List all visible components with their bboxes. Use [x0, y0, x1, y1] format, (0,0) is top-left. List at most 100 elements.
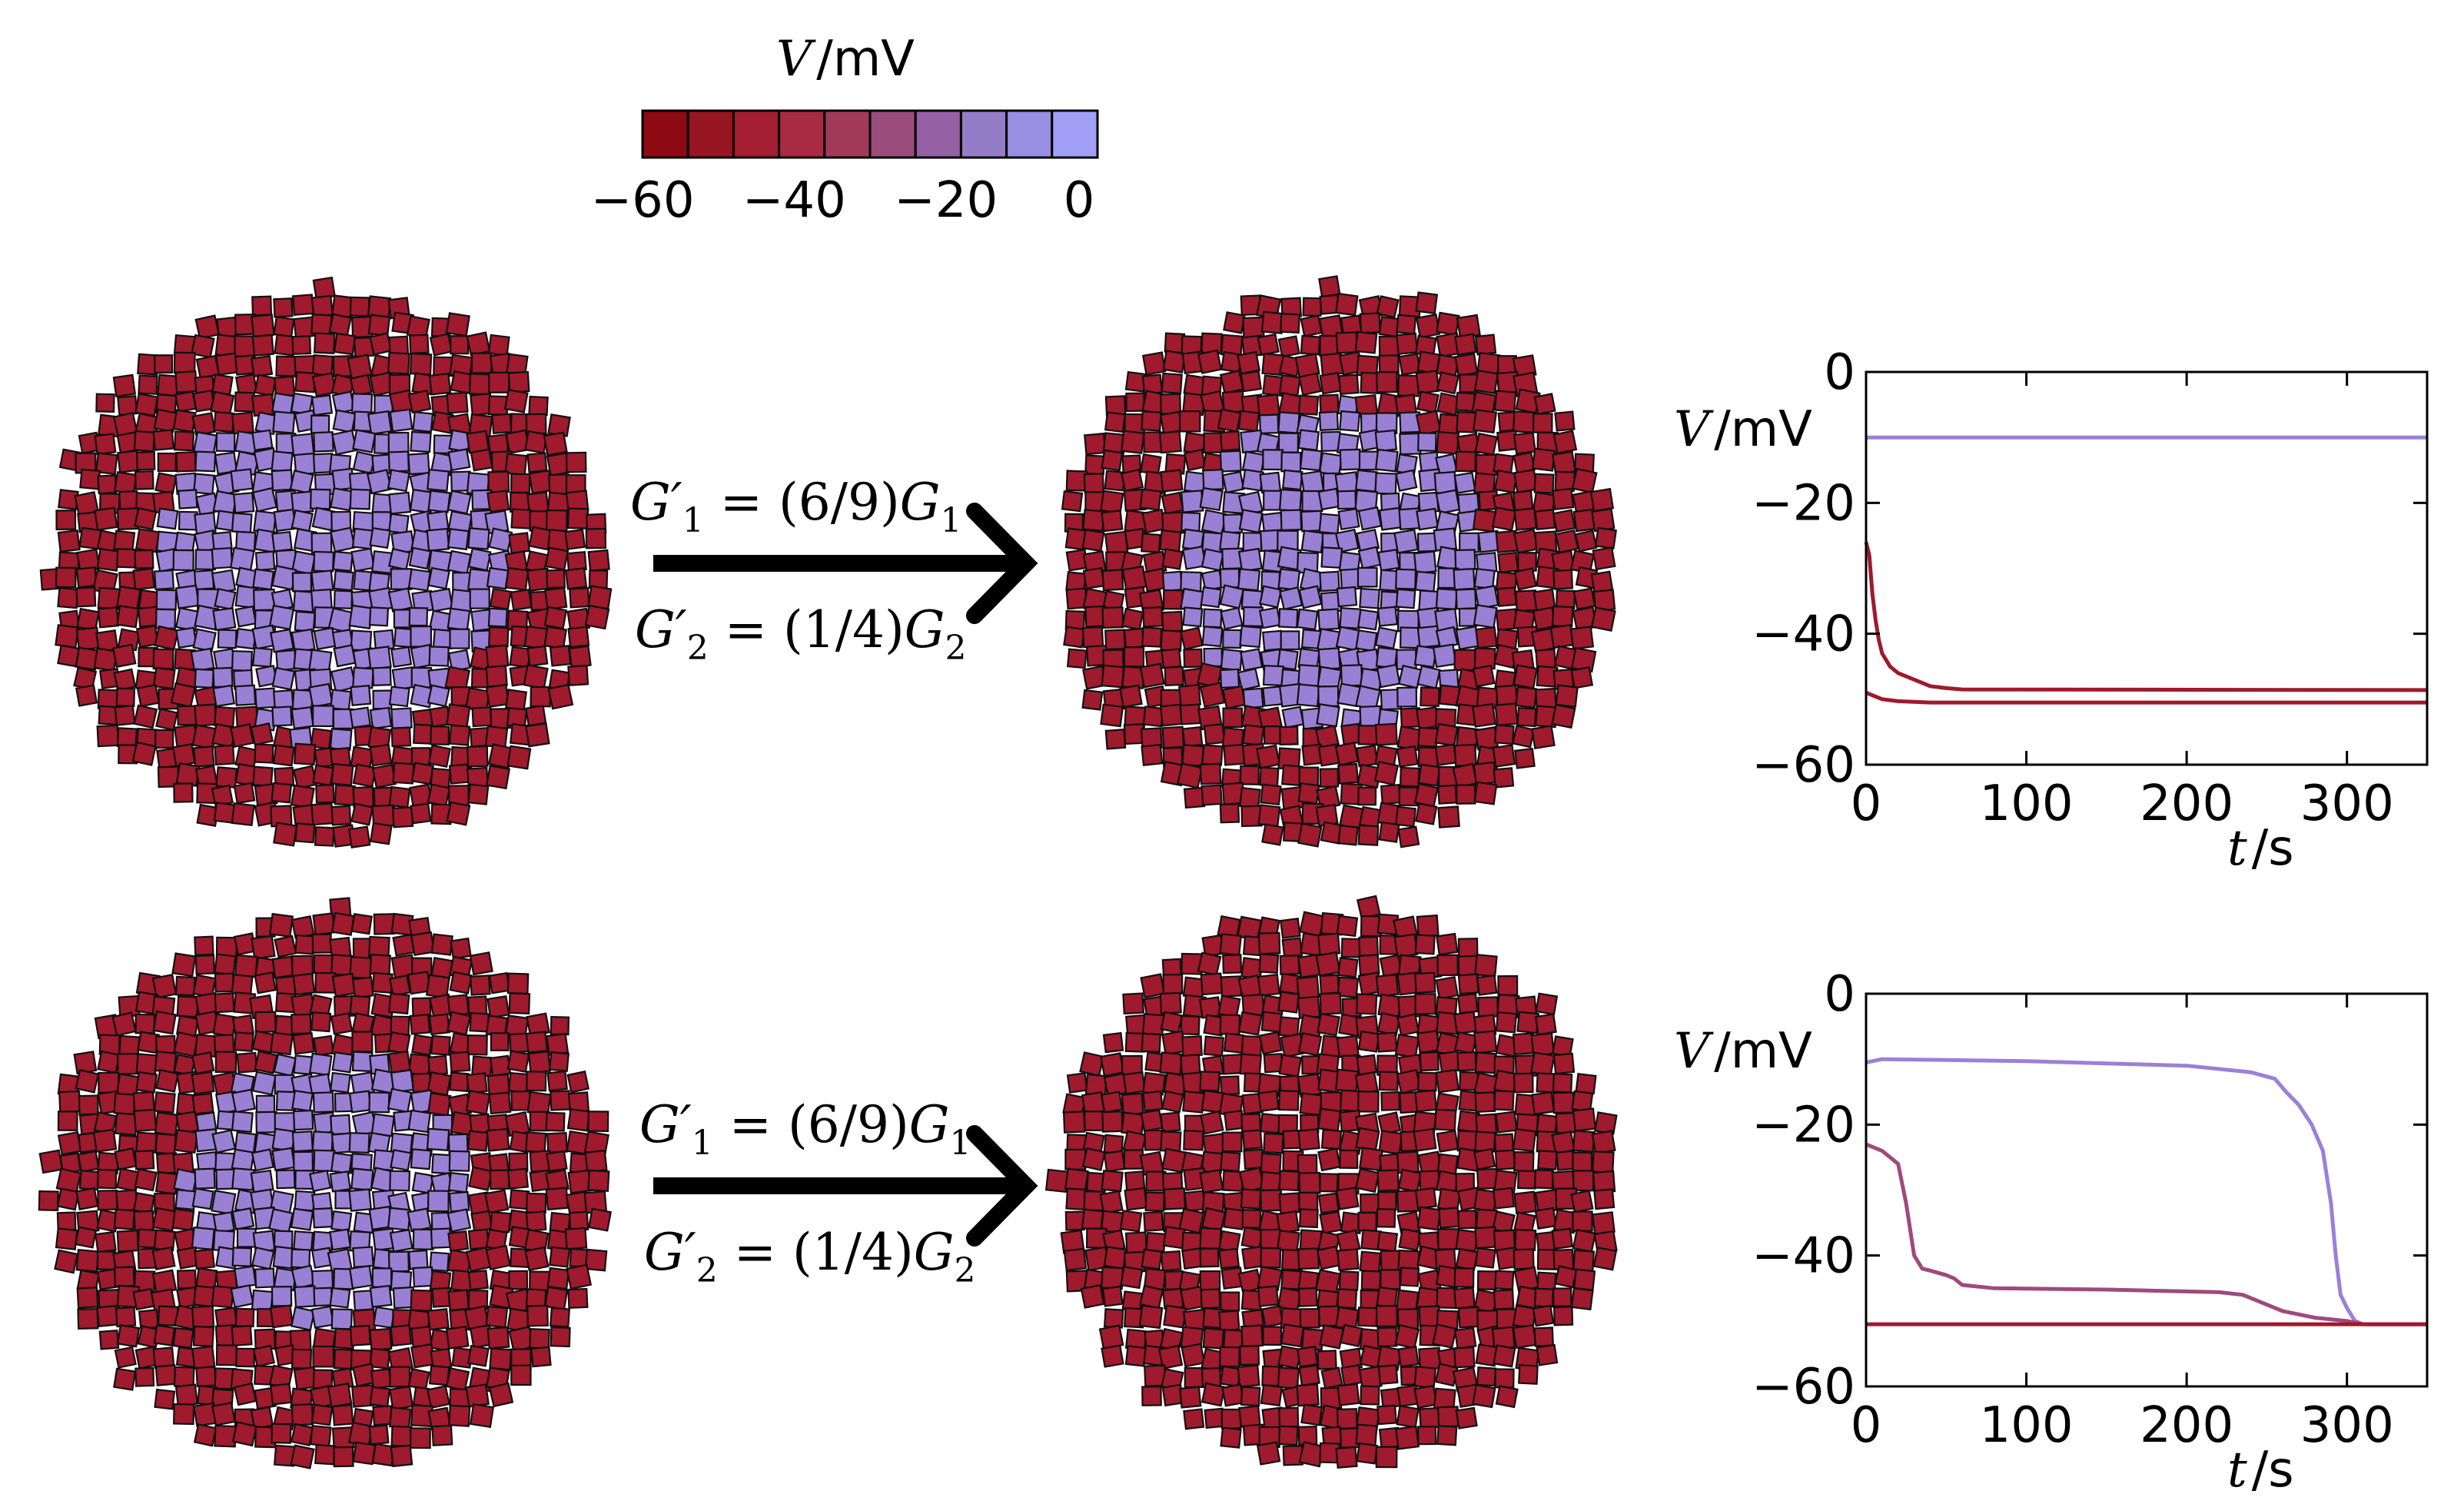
cell	[1259, 766, 1280, 787]
cell	[1415, 313, 1441, 339]
cell	[313, 332, 336, 354]
cell	[251, 935, 276, 960]
cell	[350, 802, 374, 826]
cell	[1336, 915, 1359, 938]
cell	[271, 450, 294, 473]
x-tick-label: 300	[2300, 1397, 2394, 1454]
cell	[1177, 762, 1204, 789]
cell	[1474, 1226, 1498, 1250]
cell	[1180, 490, 1204, 513]
cell	[351, 1051, 374, 1073]
x-tick-label: 0	[1851, 1397, 1882, 1454]
cell	[55, 623, 79, 649]
cell	[310, 1305, 335, 1329]
cell	[547, 683, 574, 710]
cell	[1278, 1170, 1300, 1192]
cell	[1416, 665, 1441, 689]
cell	[294, 370, 317, 393]
cell	[1121, 1092, 1144, 1116]
cell	[273, 1053, 297, 1077]
cell	[1125, 392, 1145, 413]
cell	[1374, 429, 1398, 453]
cell	[1338, 1270, 1360, 1291]
cell	[1296, 975, 1320, 1000]
cell	[274, 935, 297, 958]
cell	[1394, 1323, 1420, 1350]
cell	[1476, 974, 1498, 996]
cell	[1297, 782, 1320, 805]
cell	[430, 725, 450, 745]
cell	[330, 762, 354, 787]
cell	[1222, 629, 1242, 649]
cell	[312, 705, 334, 728]
cell	[1240, 648, 1264, 672]
cell	[1436, 1130, 1459, 1153]
cell	[411, 1171, 434, 1194]
cell	[255, 1111, 278, 1134]
cell	[1182, 606, 1204, 628]
cell	[1360, 1385, 1380, 1406]
cell	[412, 411, 434, 433]
cell	[1512, 1323, 1537, 1350]
cell	[1181, 511, 1201, 533]
x-tick-label: 100	[1979, 775, 2073, 832]
cell	[485, 683, 510, 708]
cell	[1455, 1247, 1479, 1271]
cell	[1334, 742, 1360, 766]
cell	[1063, 1247, 1088, 1272]
cell	[1535, 992, 1559, 1016]
cell	[1124, 1345, 1147, 1367]
cell	[1180, 1014, 1200, 1036]
cell	[1453, 1011, 1478, 1035]
cell	[1471, 702, 1496, 728]
cell	[94, 433, 117, 456]
cell	[1436, 1425, 1458, 1446]
cell	[587, 1111, 609, 1133]
cell	[96, 724, 120, 748]
cell	[446, 801, 471, 826]
cell	[330, 526, 356, 553]
cell	[569, 587, 590, 609]
cell	[1083, 473, 1104, 494]
plot-frame	[1865, 370, 2429, 766]
cell	[1318, 410, 1340, 431]
cell	[1415, 370, 1440, 395]
cell	[1202, 1327, 1225, 1350]
cell	[214, 588, 237, 611]
cell	[467, 1130, 489, 1152]
cell	[235, 1347, 256, 1368]
cell	[546, 1150, 568, 1173]
cell	[1340, 664, 1363, 687]
cell	[1280, 509, 1303, 531]
cell	[1493, 724, 1515, 745]
cell	[1317, 1107, 1342, 1132]
cell	[567, 664, 589, 686]
cell	[1277, 411, 1300, 434]
cell	[194, 954, 216, 975]
arrow-head-row-2	[966, 1125, 1038, 1247]
cell	[388, 1385, 414, 1411]
cell	[550, 1015, 570, 1036]
cell	[1240, 370, 1263, 393]
cell	[1297, 1287, 1318, 1307]
cell	[1081, 689, 1104, 711]
cell	[1162, 350, 1187, 374]
cell	[1589, 487, 1615, 513]
cell	[564, 528, 586, 550]
cell	[389, 408, 413, 433]
cell	[1278, 488, 1303, 513]
cell	[489, 1054, 512, 1077]
cell	[1455, 450, 1477, 473]
cell	[132, 1287, 155, 1311]
cell	[1437, 1228, 1459, 1250]
cell	[488, 371, 510, 393]
cell	[1101, 449, 1124, 472]
cell	[485, 644, 510, 669]
cell	[1100, 703, 1124, 728]
cell	[408, 1053, 431, 1076]
cell	[1396, 1150, 1420, 1174]
cell	[172, 549, 194, 572]
cell	[234, 391, 255, 413]
cell	[1438, 1207, 1460, 1229]
cell	[1123, 1149, 1144, 1170]
